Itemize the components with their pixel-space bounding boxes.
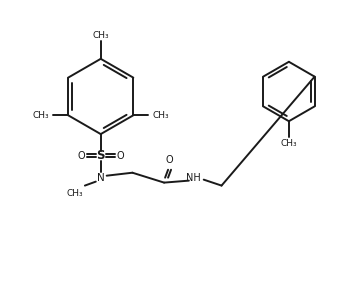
- Text: NH: NH: [186, 173, 201, 183]
- Text: CH₃: CH₃: [153, 111, 170, 120]
- Text: O: O: [165, 155, 173, 165]
- Text: CH₃: CH₃: [32, 111, 49, 120]
- Text: N: N: [97, 173, 105, 183]
- Text: CH₃: CH₃: [67, 189, 83, 198]
- Text: O: O: [117, 151, 124, 161]
- Text: CH₃: CH₃: [92, 31, 109, 39]
- Text: CH₃: CH₃: [280, 138, 297, 148]
- Text: O: O: [77, 151, 85, 161]
- Text: S: S: [97, 149, 105, 162]
